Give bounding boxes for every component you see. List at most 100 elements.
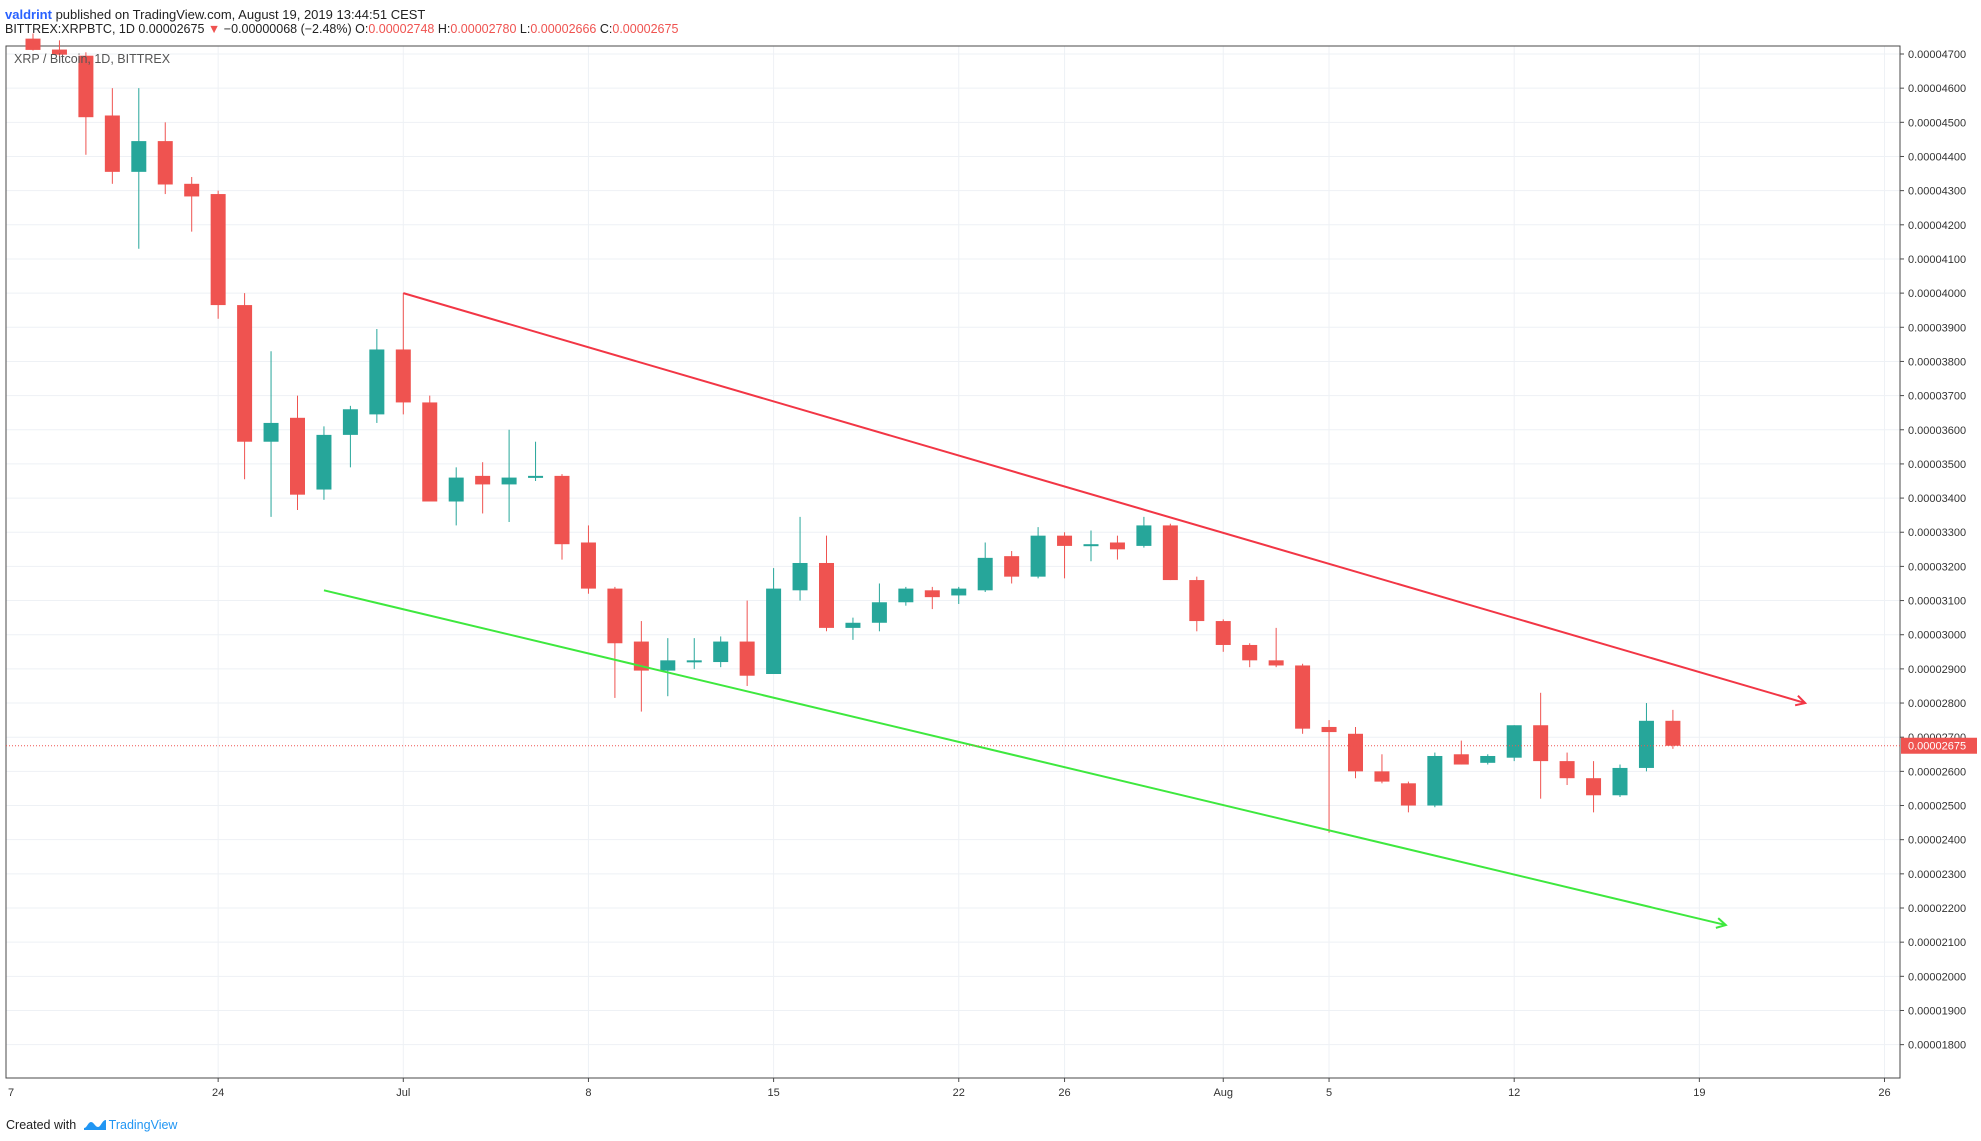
candle-body-down xyxy=(924,590,940,598)
y-tick-label: 0.00003900 xyxy=(1908,322,1966,334)
resistance-trendline[interactable] xyxy=(403,292,1805,703)
candle xyxy=(1612,764,1628,797)
x-tick-label: 5 xyxy=(1326,1087,1332,1099)
candle-body-up xyxy=(660,660,676,671)
candle-body-up xyxy=(792,562,808,591)
y-tick-label: 0.00002800 xyxy=(1908,698,1966,710)
candle-body-up xyxy=(766,588,782,675)
candle xyxy=(580,525,596,594)
candle-body-down xyxy=(237,305,253,442)
candle-body-up xyxy=(501,477,517,485)
candle xyxy=(210,190,226,319)
change-value: −0.00000068 (−2.48%) xyxy=(223,22,352,36)
candle-body-up xyxy=(898,588,914,603)
candle xyxy=(1189,576,1205,632)
y-tick-label: 0.00003100 xyxy=(1908,596,1966,608)
candle-body-down xyxy=(395,349,411,403)
tradingview-logo-icon[interactable] xyxy=(83,1116,106,1136)
last-price: 0.00002675 xyxy=(138,22,205,36)
candle xyxy=(290,395,305,511)
candle-body-up xyxy=(845,622,861,628)
y-tick-label: 0.00004700 xyxy=(1908,49,1966,61)
x-tick-label: 8 xyxy=(585,1087,591,1099)
candle-body-down xyxy=(51,49,67,55)
candle xyxy=(1321,720,1337,833)
candle xyxy=(554,474,570,560)
candle xyxy=(1083,530,1099,562)
y-tick-label: 0.00003400 xyxy=(1908,493,1966,505)
price-axis[interactable]: 0.00004700 0.00004600 0.00004500 0.00004400… xyxy=(1900,49,1977,1052)
y-tick-label: 0.00001800 xyxy=(1908,1040,1966,1052)
candle xyxy=(316,426,332,500)
candle-body-down xyxy=(1665,720,1681,746)
open-value: 0.00002748 xyxy=(368,22,435,36)
candle xyxy=(528,441,544,481)
candle xyxy=(422,395,438,502)
x-tick-label: Aug xyxy=(1213,1087,1233,1099)
y-tick-label: 0.00001900 xyxy=(1908,1005,1966,1017)
candle xyxy=(686,638,702,669)
change-arrow-icon: ▼ xyxy=(207,22,221,36)
x-tick-label: 15 xyxy=(767,1087,779,1099)
y-tick-label: 0.00004300 xyxy=(1908,186,1966,198)
candle xyxy=(1586,761,1602,813)
candle xyxy=(819,535,834,632)
low-value: 0.00002666 xyxy=(530,22,597,36)
candle-body-down xyxy=(1374,771,1390,782)
candle xyxy=(501,429,517,522)
candle-body-up xyxy=(342,409,358,435)
publish-info: valdrint published on TradingView.com, A… xyxy=(5,4,425,26)
low-label: L: xyxy=(519,22,531,36)
candle-body-down xyxy=(475,475,491,485)
current-price-label: 0.00002675 xyxy=(1908,741,1966,753)
y-tick-label: 0.00003300 xyxy=(1908,527,1966,539)
candle-body-up xyxy=(1480,755,1496,763)
candle xyxy=(342,405,358,468)
candle-body-up xyxy=(1136,525,1152,546)
candle-body-up xyxy=(1427,755,1443,806)
candle xyxy=(51,40,67,58)
open-label: O: xyxy=(355,22,369,36)
candle-body-down xyxy=(1348,733,1363,772)
candle-body-up xyxy=(1083,544,1099,547)
candle-body-down xyxy=(1242,644,1258,661)
candle xyxy=(104,88,120,184)
x-tick-label: 19 xyxy=(1693,1087,1705,1099)
candle-body-down xyxy=(739,641,755,676)
candle-body-down xyxy=(1162,525,1178,581)
candle-body-down xyxy=(1109,542,1125,550)
time-axis[interactable]: 7 24 Jul 8 15 22 26 Aug 5 12 19 26 xyxy=(8,1078,1891,1099)
x-tick-label: 22 xyxy=(953,1087,965,1099)
trendlines[interactable] xyxy=(323,292,1805,925)
close-label: C: xyxy=(599,22,613,36)
tradingview-brand-link[interactable]: TradingView xyxy=(108,1118,178,1132)
candle xyxy=(951,586,967,604)
y-tick-label: 0.00002300 xyxy=(1908,869,1966,881)
candle xyxy=(395,293,411,415)
y-tick-label: 0.00003200 xyxy=(1908,561,1966,573)
support-trendline[interactable] xyxy=(323,589,1726,925)
author-link[interactable]: valdrint xyxy=(5,7,52,22)
candle-body-up xyxy=(977,557,993,591)
y-tick-label: 0.00002100 xyxy=(1908,937,1966,949)
candle-body-down xyxy=(1400,783,1416,806)
candle-body-down xyxy=(1268,660,1284,666)
candle xyxy=(1348,726,1363,779)
candle-body-down xyxy=(607,588,623,644)
close-value: 0.00002675 xyxy=(612,22,679,36)
x-tick-label: Jul xyxy=(396,1087,410,1099)
x-tick-label: 12 xyxy=(1508,1087,1520,1099)
candle xyxy=(1665,709,1681,749)
chart-frame xyxy=(5,45,1901,1079)
candle-body-down xyxy=(1295,665,1311,729)
y-tick-label: 0.00004000 xyxy=(1908,288,1966,300)
candle xyxy=(1136,516,1152,548)
candle-body-down xyxy=(210,194,226,306)
candle xyxy=(766,568,782,675)
x-tick-label: 26 xyxy=(1878,1087,1890,1099)
candle-body-up xyxy=(316,434,332,490)
y-tick-label: 0.00004200 xyxy=(1908,220,1966,232)
y-tick-label: 0.00003800 xyxy=(1908,356,1966,368)
y-tick-label: 0.00004400 xyxy=(1908,151,1966,163)
